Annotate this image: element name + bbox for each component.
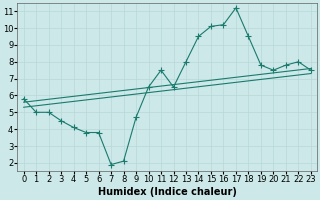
X-axis label: Humidex (Indice chaleur): Humidex (Indice chaleur) <box>98 187 237 197</box>
